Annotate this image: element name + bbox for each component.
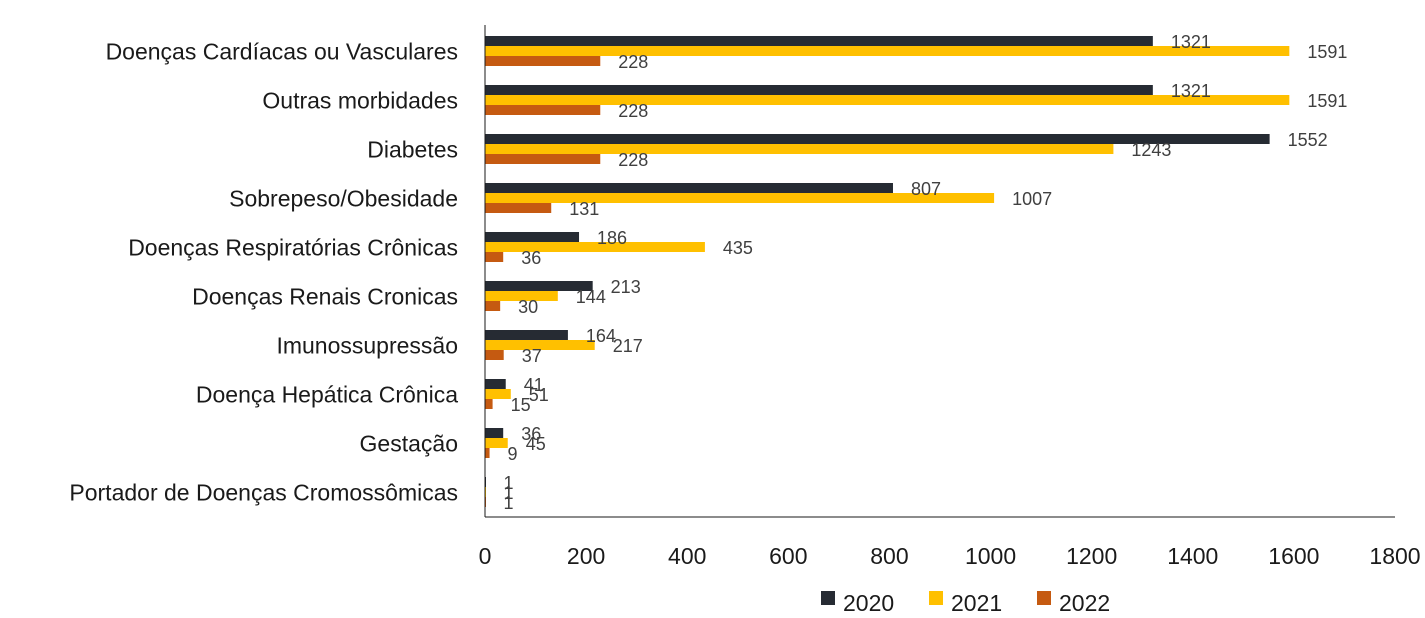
category-label-doencas-respiratorias-cronicas: Doenças Respiratórias Crônicas: [128, 235, 458, 261]
bar-imunossupressao-2021: [485, 340, 595, 350]
data-label-doencas-respiratorias-cronicas-2021: 435: [723, 238, 753, 258]
bar-doencas-respiratorias-cronicas-2020: [485, 232, 580, 242]
category-label-gestacao: Gestação: [360, 431, 458, 457]
data-label-doencas-renais-cronicas-2021: 144: [576, 287, 606, 307]
bar-outras-morbidades-2021: [485, 95, 1290, 105]
bar-doencas-cardiacas-ou-vasculares-2021: [485, 46, 1290, 56]
bar-diabetes-2021: [485, 144, 1114, 154]
bar-outras-morbidades-2022: [485, 105, 601, 115]
category-label-sobrepeso-obesidade: Sobrepeso/Obesidade: [229, 186, 458, 212]
bar-doencas-respiratorias-cronicas-2021: [485, 242, 705, 252]
x-tick-label-1200: 1200: [1066, 543, 1117, 569]
legend: 2020 2021 2022: [821, 590, 1110, 616]
category-label-outras-morbidades: Outras morbidades: [262, 88, 458, 114]
category-label-doencas-renais-cronicas: Doenças Renais Cronicas: [192, 284, 458, 310]
data-label-imunossupressao-2022: 37: [522, 346, 542, 366]
bars-layer: [485, 36, 1290, 507]
data-label-portador-de-doencas-cromossomicas-2022: 1: [504, 493, 514, 513]
category-label-portador-de-doencas-cromossomicas: Portador de Doenças Cromossômicas: [69, 480, 458, 506]
x-tick-label-400: 400: [668, 543, 706, 569]
data-label-doencas-cardiacas-ou-vasculares-2020: 1321: [1171, 32, 1211, 52]
x-tick-labels: 0 200 400 600 800 1000 1200 1400 1600 1800: [479, 543, 1421, 569]
data-label-imunossupressao-2020: 164: [586, 326, 616, 346]
data-label-sobrepeso-obesidade-2020: 807: [911, 179, 941, 199]
bar-imunossupressao-2022: [485, 350, 504, 360]
data-label-outras-morbidades-2021: 1591: [1307, 91, 1347, 111]
data-label-gestacao-2020: 36: [521, 424, 541, 444]
bar-doenca-hepatica-cronica-2020: [485, 379, 506, 389]
axes-layer: [484, 25, 1395, 518]
bar-sobrepeso-obesidade-2022: [485, 203, 552, 213]
data-label-sobrepeso-obesidade-2022: 131: [569, 199, 599, 219]
bar-doenca-hepatica-cronica-2021: [485, 389, 511, 399]
category-labels: Doenças Cardíacas ou Vasculares Outras mo…: [69, 39, 458, 506]
x-tick-label-0: 0: [479, 543, 492, 569]
data-label-portador-de-doencas-cromossomicas-2021: 1: [504, 483, 514, 503]
x-tick-label-600: 600: [769, 543, 807, 569]
bar-doencas-respiratorias-cronicas-2022: [485, 252, 504, 262]
data-label-gestacao-2021: 45: [526, 434, 546, 454]
bar-diabetes-2020: [485, 134, 1270, 144]
data-label-doencas-renais-cronicas-2022: 30: [518, 297, 538, 317]
data-label-imunossupressao-2021: 217: [613, 336, 643, 356]
data-label-doenca-hepatica-cronica-2020: 41: [524, 375, 544, 395]
bar-sobrepeso-obesidade-2021: [485, 193, 995, 203]
data-label-doencas-renais-cronicas-2020: 213: [611, 277, 641, 297]
data-label-doencas-cardiacas-ou-vasculares-2021: 1591: [1307, 42, 1347, 62]
bar-diabetes-2022: [485, 154, 601, 164]
legend-swatch-2022: [1037, 591, 1051, 605]
data-label-doencas-respiratorias-cronicas-2022: 36: [521, 248, 541, 268]
bar-gestacao-2022: [485, 448, 490, 458]
data-label-diabetes-2021: 1243: [1131, 140, 1171, 160]
bar-gestacao-2020: [485, 428, 504, 438]
data-label-sobrepeso-obesidade-2021: 1007: [1012, 189, 1052, 209]
data-label-doenca-hepatica-cronica-2022: 15: [511, 395, 531, 415]
legend-label-2021: 2021: [951, 590, 1002, 616]
x-tick-label-1800: 1800: [1369, 543, 1420, 569]
bar-imunossupressao-2020: [485, 330, 568, 340]
x-tick-label-1400: 1400: [1167, 543, 1218, 569]
bar-doenca-hepatica-cronica-2022: [485, 399, 493, 409]
bar-doencas-cardiacas-ou-vasculares-2022: [485, 56, 601, 66]
data-label-doencas-cardiacas-ou-vasculares-2022: 228: [618, 52, 648, 72]
x-tick-label-200: 200: [567, 543, 605, 569]
bar-sobrepeso-obesidade-2020: [485, 183, 893, 193]
x-tick-label-1600: 1600: [1268, 543, 1319, 569]
category-label-imunossupressao: Imunossupressão: [276, 333, 458, 359]
bar-doencas-renais-cronicas-2022: [485, 301, 501, 311]
x-tick-label-800: 800: [870, 543, 908, 569]
legend-label-2022: 2022: [1059, 590, 1110, 616]
bar-doencas-renais-cronicas-2021: [485, 291, 558, 301]
legend-swatch-2020: [821, 591, 835, 605]
legend-label-2020: 2020: [843, 590, 894, 616]
data-label-outras-morbidades-2022: 228: [618, 101, 648, 121]
bar-outras-morbidades-2020: [485, 85, 1153, 95]
data-label-gestacao-2022: 9: [508, 444, 518, 464]
data-label-doenca-hepatica-cronica-2021: 51: [529, 385, 549, 405]
data-label-doencas-respiratorias-cronicas-2020: 186: [597, 228, 627, 248]
category-label-diabetes: Diabetes: [367, 137, 458, 163]
x-tick-label-1000: 1000: [965, 543, 1016, 569]
category-label-doencas-cardiacas-ou-vasculares: Doenças Cardíacas ou Vasculares: [106, 39, 458, 65]
legend-swatch-2021: [929, 591, 943, 605]
bar-doencas-renais-cronicas-2020: [485, 281, 593, 291]
data-label-diabetes-2020: 1552: [1288, 130, 1328, 150]
data-label-portador-de-doencas-cromossomicas-2020: 1: [504, 473, 514, 493]
data-label-outras-morbidades-2020: 1321: [1171, 81, 1211, 101]
bar-gestacao-2021: [485, 438, 508, 448]
category-label-doenca-hepatica-cronica: Doença Hepática Crônica: [196, 382, 458, 408]
data-label-diabetes-2022: 228: [618, 150, 648, 170]
bar-doencas-cardiacas-ou-vasculares-2020: [485, 36, 1153, 46]
